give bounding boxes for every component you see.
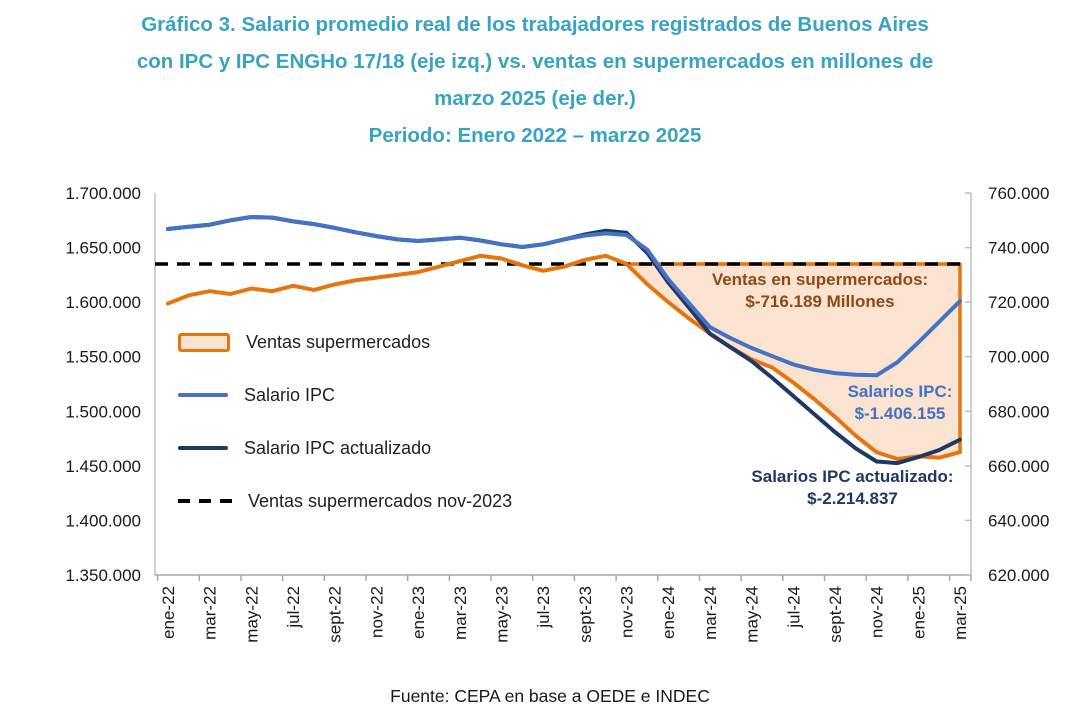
callout-value: $-1.406.155 xyxy=(854,404,946,423)
left-axis-tick-label: 1.400.000 xyxy=(65,511,141,530)
legend-item-ventas-nov-2023: Ventas supermercados nov-2023 xyxy=(178,491,512,511)
x-axis-tick-label: mar-24 xyxy=(701,586,720,640)
navy-line-swatch-icon xyxy=(178,445,228,451)
x-axis-tick-label: sept-23 xyxy=(576,586,595,643)
x-axis-tick-label: jul-22 xyxy=(284,586,303,629)
ventas-gap-area xyxy=(626,263,960,460)
x-axis-tick-label: nov-22 xyxy=(367,586,386,638)
x-axis-tick-label: mar-22 xyxy=(201,586,220,640)
left-axis-tick-label: 1.600.000 xyxy=(65,293,141,312)
callout-value: $-2.214.837 xyxy=(807,489,898,508)
right-axis-tick-label: 760.000 xyxy=(988,184,1049,203)
right-axis-tick-label: 640.000 xyxy=(988,511,1049,530)
x-axis-tick-label: nov-23 xyxy=(618,586,637,638)
legend-label: Ventas supermercados nov-2023 xyxy=(248,490,513,511)
callout-value: $-716.189 Millones xyxy=(745,292,895,311)
legend-label: Salario IPC actualizado xyxy=(244,437,432,458)
x-axis-tick-label: mar-23 xyxy=(451,586,470,640)
x-axis-tick-label: ene-24 xyxy=(659,586,678,639)
x-axis-tick-label: ene-22 xyxy=(159,586,178,639)
right-axis-tick-label: 700.000 xyxy=(988,348,1049,367)
callout-line: Salarios IPC: xyxy=(847,382,953,401)
left-axis-tick-label: 1.450.000 xyxy=(65,457,141,476)
dashed-line-swatch-icon xyxy=(178,498,232,504)
x-axis-tick-label: sept-24 xyxy=(826,586,845,643)
right-axis-tick-label: 740.000 xyxy=(988,239,1049,258)
right-axis-tick-label: 720.000 xyxy=(988,293,1049,312)
left-axis-tick-label: 1.550.000 xyxy=(65,348,141,367)
chart-title: Gráfico 3. Salario promedio real de los … xyxy=(0,6,1070,154)
x-axis-tick-label: may-22 xyxy=(242,586,261,643)
x-axis-tick-label: ene-25 xyxy=(909,586,928,639)
legend-item-salario-ipc: Salario IPC xyxy=(178,385,512,405)
x-axis-tick-label: may-24 xyxy=(743,586,762,643)
callout-ventas-supermercados: Ventas en supermercados: $-716.189 Millo… xyxy=(660,269,980,313)
callout-line: Salarios IPC actualizado: xyxy=(751,467,954,486)
x-axis-tick-label: nov-24 xyxy=(868,586,887,638)
salario-ipc-line xyxy=(166,215,962,378)
x-axis-tick-label: mar-25 xyxy=(951,586,970,640)
x-axis-tick-label: jul-23 xyxy=(534,586,553,629)
blue-line-swatch-icon xyxy=(178,392,228,398)
title-line-1: Gráfico 3. Salario promedio real de los … xyxy=(141,13,929,36)
callout-line: Ventas en supermercados: xyxy=(711,270,929,289)
legend-item-ventas: Ventas supermercados xyxy=(178,332,512,352)
callout-salarios-ipc: Salarios IPC: $-1.406.155 xyxy=(790,381,1010,425)
right-axis-tick-label: 680.000 xyxy=(988,402,1049,421)
x-axis-tick-label: sept-22 xyxy=(326,586,345,643)
x-axis-tick-label: ene-23 xyxy=(409,586,428,639)
legend-item-salario-ipc-actualizado: Salario IPC actualizado xyxy=(178,438,512,458)
x-axis-tick-label: jul-24 xyxy=(784,586,803,629)
left-axis-tick-label: 1.500.000 xyxy=(65,402,141,421)
left-axis-tick-label: 1.650.000 xyxy=(65,239,141,258)
left-axis-tick-label: 1.700.000 xyxy=(65,184,141,203)
area-swatch-icon xyxy=(178,332,230,352)
legend-label: Ventas supermercados xyxy=(246,331,431,352)
title-period: Periodo: Enero 2022 – marzo 2025 xyxy=(368,124,702,147)
legend-label: Salario IPC xyxy=(244,384,336,405)
ventas-supermercados-line xyxy=(166,253,962,461)
x-axis-tick-label: may-23 xyxy=(492,586,511,643)
left-axis-tick-label: 1.350.000 xyxy=(65,566,141,585)
source-text: Fuente: CEPA en base a OEDE e INDEC xyxy=(390,686,710,706)
right-axis-tick-label: 620.000 xyxy=(988,566,1049,585)
title-line-2: con IPC y IPC ENGHo 17/18 (eje izq.) vs.… xyxy=(136,50,934,73)
chart-legend: Ventas supermercados Salario IPC Salario… xyxy=(178,332,512,511)
title-line-3: marzo 2025 (eje der.) xyxy=(434,87,636,110)
right-axis-tick-label: 660.000 xyxy=(988,457,1049,476)
callout-salarios-ipc-actualizado: Salarios IPC actualizado: $-2.214.837 xyxy=(700,466,1005,510)
